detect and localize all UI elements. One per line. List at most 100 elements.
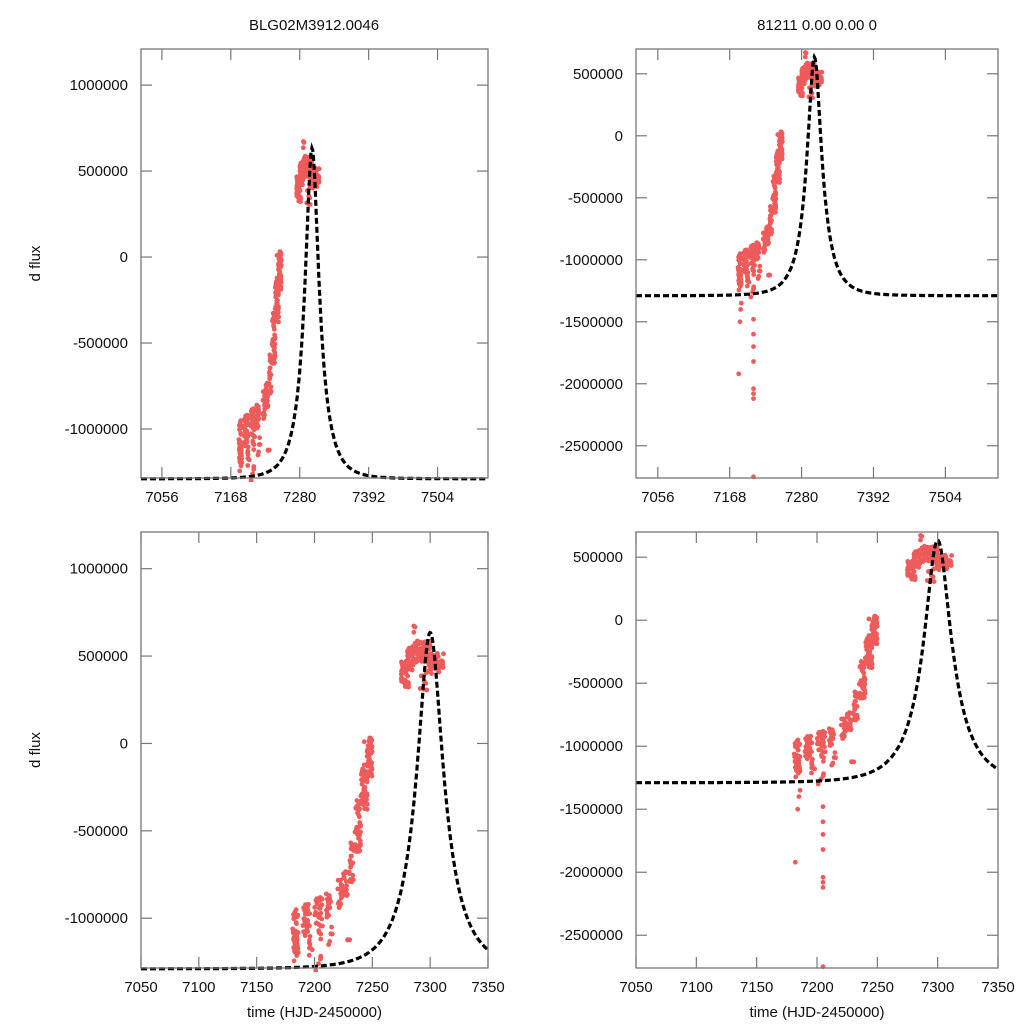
data-point [798, 93, 804, 98]
data-point [905, 565, 911, 571]
data-point [238, 450, 244, 455]
data-point [803, 50, 809, 56]
data-point [779, 151, 785, 157]
data-point [809, 770, 814, 776]
data-point [354, 798, 360, 803]
y-tick-label: -1500000 [560, 801, 623, 818]
data-point [354, 824, 360, 830]
x-tick-label: 7250 [356, 979, 389, 996]
data-point [797, 787, 803, 793]
panel-top-right: 7056 7168 7280 7392 7504 500000 0 -500000 -10000… [560, 48, 999, 506]
data-point [751, 316, 756, 322]
data-point [257, 442, 263, 447]
data-point [405, 680, 411, 685]
data-point [344, 891, 350, 897]
data-point [853, 717, 859, 723]
observations [236, 139, 322, 482]
data-point [324, 911, 330, 916]
data-point [319, 916, 325, 922]
data-point [341, 875, 347, 881]
data-point [738, 307, 743, 312]
data-point [916, 564, 921, 570]
x-axis-title: time (HJD-2450000) [247, 1004, 382, 1021]
data-point [344, 883, 349, 889]
data-point [751, 331, 756, 337]
data-point [355, 808, 361, 813]
data-point [869, 623, 875, 629]
data-point [338, 883, 344, 889]
data-point [318, 910, 324, 916]
data-point [736, 287, 742, 293]
data-point [248, 416, 254, 421]
data-point [242, 429, 248, 434]
data-point [437, 665, 443, 670]
data-point [761, 245, 767, 251]
x-tick-label: 7350 [471, 979, 504, 996]
data-point [301, 163, 306, 168]
data-point [427, 646, 432, 652]
data-point [795, 747, 801, 752]
data-point [851, 711, 856, 717]
data-point [821, 772, 826, 778]
data-point [745, 262, 750, 268]
data-point [793, 774, 799, 780]
data-point [274, 298, 280, 304]
y-tick-label: -2500000 [560, 438, 623, 455]
data-point [804, 745, 809, 751]
data-point [771, 197, 777, 203]
data-point [269, 354, 275, 359]
data-point [368, 740, 373, 746]
data-point [411, 648, 417, 653]
data-point [750, 244, 755, 250]
data-point [255, 415, 261, 420]
data-point [412, 624, 418, 630]
data-point [399, 668, 404, 674]
panel-title-left: BLG02M3912.0046 [249, 17, 379, 34]
data-point [821, 755, 826, 760]
data-point [416, 641, 422, 647]
x-tick-label: 7150 [740, 979, 773, 996]
data-point [278, 280, 284, 285]
data-point [873, 625, 879, 630]
data-point [770, 205, 776, 211]
data-point [748, 261, 754, 266]
data-point [801, 81, 807, 86]
data-point [833, 755, 838, 761]
data-point [756, 241, 761, 247]
panel-bottom-left: 7050 7100 7150 7200 7250 7300 7350 1000000 50000… [27, 531, 505, 1021]
x-tick-label: 7056 [641, 489, 674, 506]
data-point [238, 424, 243, 430]
data-point [305, 910, 311, 916]
data-point [297, 194, 303, 200]
data-point [869, 644, 875, 649]
data-point [873, 617, 878, 623]
data-point [348, 846, 354, 852]
data-point [238, 430, 244, 436]
data-point [796, 794, 802, 799]
data-point [819, 731, 824, 736]
y-tick-label: -500000 [568, 675, 623, 692]
data-point [751, 272, 757, 277]
data-point [245, 444, 251, 450]
data-point [238, 453, 244, 459]
x-tick-label: 7168 [214, 489, 247, 506]
data-point [369, 766, 375, 772]
data-point [364, 777, 370, 783]
data-point [313, 968, 319, 972]
data-point [245, 452, 251, 458]
data-point [921, 553, 927, 559]
data-point [803, 753, 809, 759]
data-point [746, 279, 752, 285]
plot-frame [140, 48, 489, 479]
data-point [411, 629, 417, 635]
data-point [912, 562, 918, 568]
data-point [829, 762, 835, 768]
data-point [358, 841, 363, 846]
data-point [316, 175, 321, 181]
data-point [337, 899, 342, 904]
x-tick-label: 7280 [283, 489, 316, 506]
observations [290, 623, 446, 972]
data-point [748, 294, 754, 300]
data-point [820, 832, 826, 837]
panel-title-right: 81211 0.00 0.00 0 [757, 17, 877, 34]
